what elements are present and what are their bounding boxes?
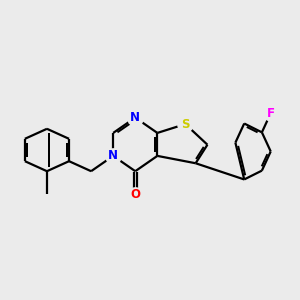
Text: O: O <box>130 188 140 201</box>
Text: S: S <box>181 118 190 130</box>
Text: N: N <box>130 111 140 124</box>
Text: N: N <box>108 149 118 162</box>
Text: F: F <box>267 107 275 120</box>
